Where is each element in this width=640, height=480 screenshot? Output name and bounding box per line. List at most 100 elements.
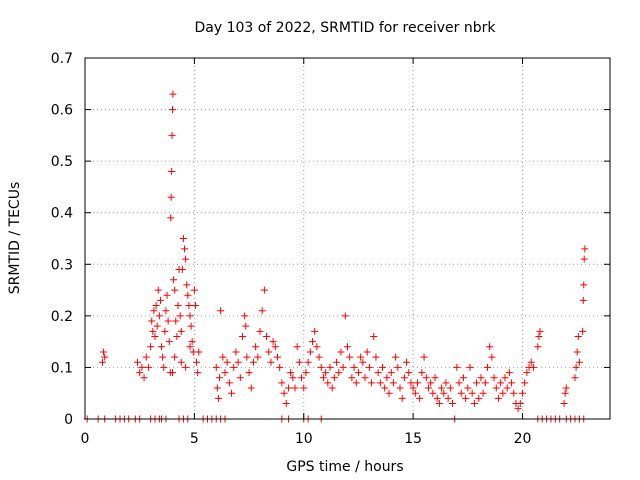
- data-point: [258, 307, 266, 315]
- data-point: [269, 338, 277, 346]
- data-point: [361, 374, 369, 382]
- data-point: [311, 327, 319, 335]
- data-point: [572, 363, 580, 371]
- data-point: [171, 286, 179, 294]
- x-tick-label: 0: [81, 431, 90, 447]
- data-point: [505, 369, 513, 377]
- data-point: [168, 167, 176, 175]
- data-point: [153, 322, 161, 330]
- data-point: [149, 327, 157, 335]
- data-point: [274, 353, 281, 361]
- data-point: [446, 384, 454, 392]
- data-point: [365, 363, 373, 371]
- data-point: [354, 369, 362, 377]
- data-point: [178, 265, 186, 273]
- data-point: [468, 389, 476, 397]
- data-point: [163, 291, 171, 299]
- data-point: [228, 389, 236, 397]
- data-point: [188, 338, 196, 346]
- data-point: [140, 374, 148, 382]
- data-point: [309, 338, 316, 346]
- data-point: [242, 322, 250, 330]
- data-point: [348, 374, 356, 382]
- data-point: [239, 332, 246, 340]
- y-axis-label: SRMTID / TECUs: [7, 182, 23, 295]
- data-point: [516, 400, 524, 408]
- data-point: [477, 374, 485, 382]
- data-point: [453, 363, 461, 371]
- data-point: [497, 379, 505, 387]
- x-tick-label: 10: [295, 431, 313, 447]
- data-point: [167, 193, 175, 201]
- data-point: [322, 369, 330, 377]
- data-point: [389, 379, 397, 387]
- data-point: [418, 369, 426, 377]
- data-point: [167, 214, 175, 222]
- data-point: [160, 363, 168, 371]
- x-tick-labels: 0 5 10 15 20: [81, 431, 532, 447]
- data-point: [414, 379, 421, 387]
- data-marks: [83, 90, 589, 423]
- data-point: [186, 343, 194, 351]
- data-point: [573, 348, 581, 356]
- data-point: [265, 348, 273, 356]
- data-point: [330, 374, 338, 382]
- data-point: [148, 317, 156, 325]
- data-point: [352, 379, 360, 387]
- data-point: [315, 353, 323, 361]
- data-point: [289, 374, 297, 382]
- data-point: [193, 358, 201, 366]
- data-point: [147, 343, 155, 351]
- data-point: [527, 358, 535, 366]
- grid-lines: [85, 58, 610, 419]
- data-point: [580, 255, 588, 263]
- data-point: [241, 312, 249, 320]
- data-point: [503, 384, 511, 392]
- data-point: [579, 327, 587, 335]
- data-point: [403, 358, 411, 366]
- data-point: [263, 332, 271, 340]
- data-point: [376, 379, 384, 387]
- data-point: [162, 307, 170, 315]
- data-point: [100, 348, 108, 356]
- data-point: [236, 374, 244, 382]
- data-point: [295, 358, 303, 366]
- data-point: [368, 379, 376, 387]
- data-point: [486, 343, 494, 351]
- data-point: [182, 363, 190, 371]
- data-point: [276, 363, 284, 371]
- data-point: [508, 379, 516, 387]
- data-point: [280, 389, 288, 397]
- data-point: [420, 353, 428, 361]
- data-point: [169, 90, 177, 98]
- data-point: [169, 369, 176, 377]
- data-point: [214, 394, 222, 402]
- data-point: [333, 358, 341, 366]
- data-point: [534, 343, 542, 351]
- data-point: [492, 384, 500, 392]
- data-point: [271, 343, 279, 351]
- data-point: [302, 369, 310, 377]
- data-point: [339, 363, 347, 371]
- data-point: [459, 374, 467, 382]
- data-point: [298, 374, 306, 382]
- data-point: [190, 286, 198, 294]
- data-point: [221, 369, 229, 377]
- data-point: [230, 363, 238, 371]
- data-point: [470, 400, 478, 408]
- data-point: [407, 379, 415, 387]
- data-point: [435, 400, 443, 408]
- data-point: [291, 384, 299, 392]
- data-point: [182, 255, 190, 263]
- data-point: [409, 384, 417, 392]
- data-point: [449, 400, 456, 408]
- data-point: [484, 363, 491, 371]
- data-point: [464, 384, 472, 392]
- data-point: [416, 394, 424, 402]
- data-point: [150, 307, 158, 315]
- data-point: [212, 363, 220, 371]
- data-point: [171, 353, 179, 361]
- data-point: [433, 394, 441, 402]
- data-point: [232, 348, 240, 356]
